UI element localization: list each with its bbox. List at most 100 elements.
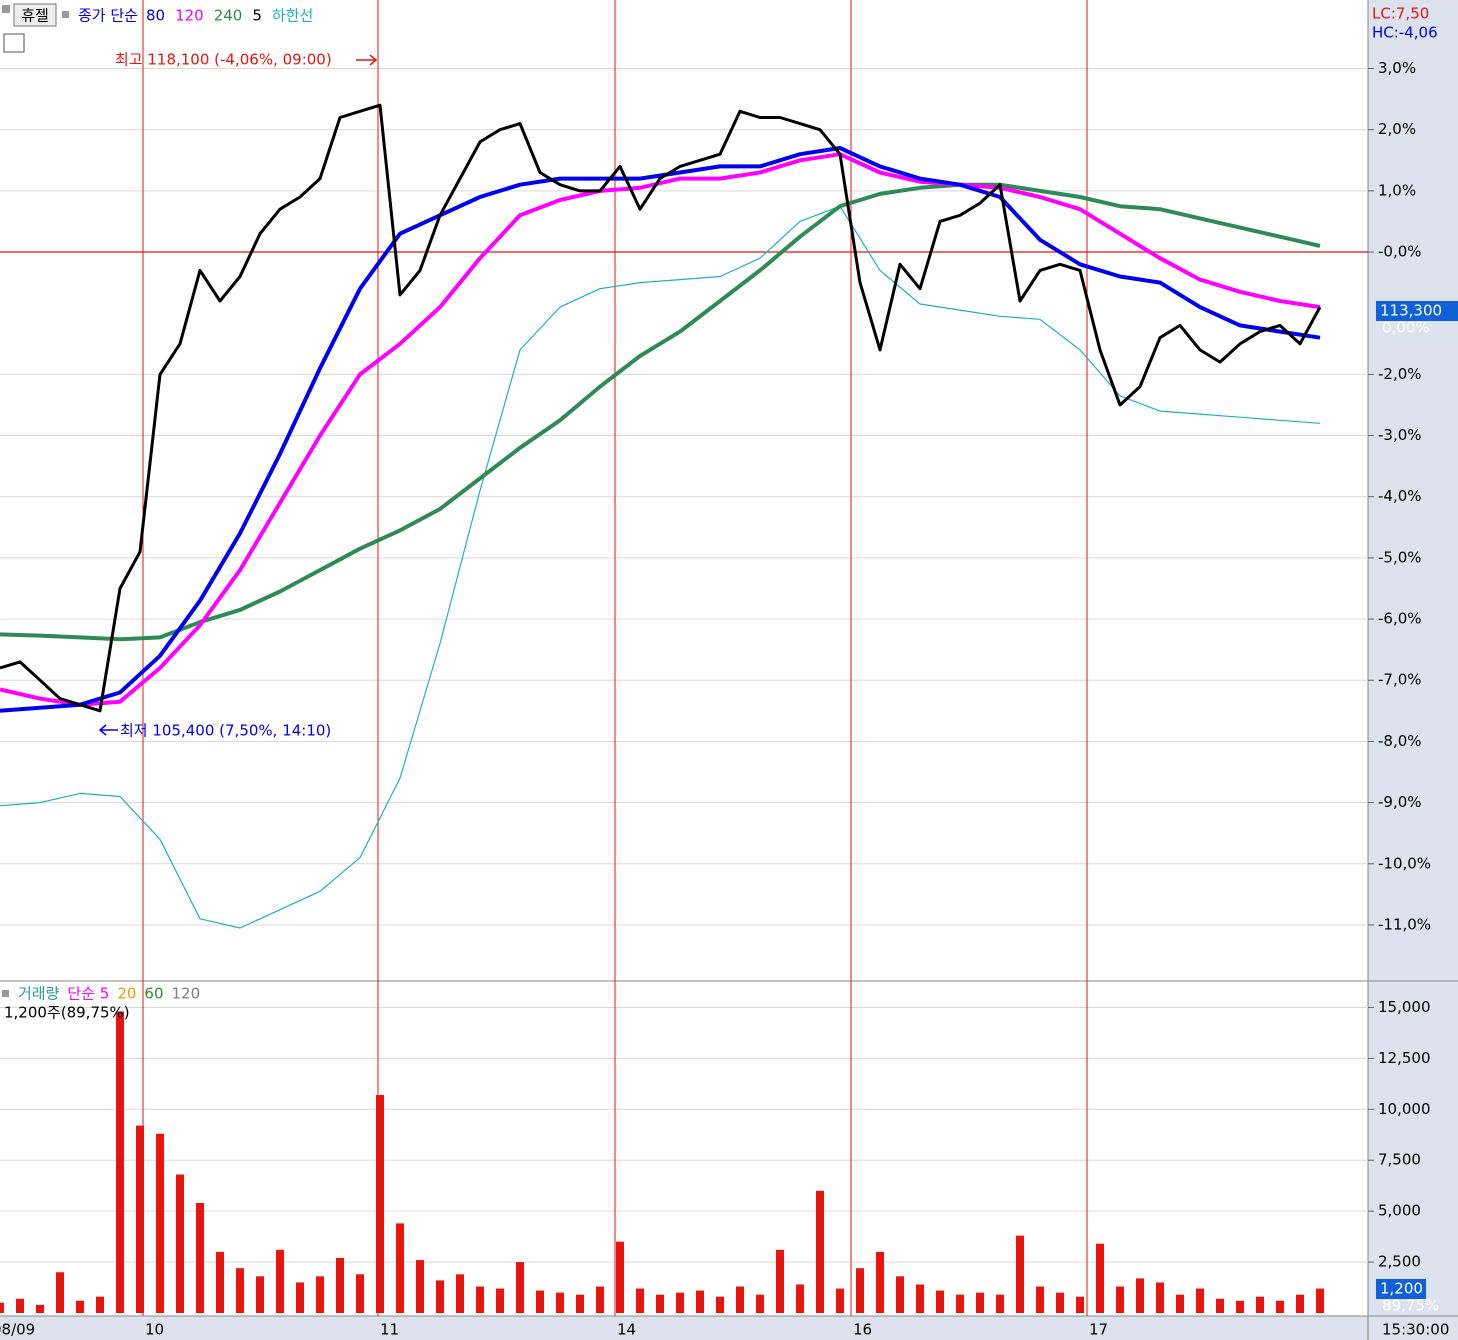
volume-bar: [1056, 1292, 1064, 1313]
volume-bar: [276, 1249, 284, 1313]
volume-bar: [156, 1133, 164, 1313]
volume-bar: [816, 1190, 824, 1313]
icon: [2, 5, 10, 13]
series-line: [0, 152, 1321, 707]
volume-bar: [796, 1284, 804, 1313]
volume-bar: [376, 1095, 384, 1313]
volume-bar: [1156, 1282, 1164, 1313]
volume-bar: [356, 1274, 364, 1313]
legend-entry: 단순 5: [67, 985, 109, 1003]
volume-bar: [556, 1292, 564, 1313]
volume-bar: [476, 1286, 484, 1313]
volume-bar: [136, 1125, 144, 1313]
volume-bar: [736, 1286, 744, 1313]
volume-bar: [0, 1302, 4, 1313]
last-volume-box: [1376, 1279, 1426, 1299]
volume-bar: [936, 1290, 944, 1313]
volume-bar: [1276, 1300, 1284, 1313]
series-line: [0, 182, 1321, 642]
volume-bar: [676, 1292, 684, 1313]
volume-bar: [1036, 1286, 1044, 1313]
legend-entry: 5: [252, 7, 262, 25]
series-line: [0, 146, 1321, 713]
volume-bar: [256, 1276, 264, 1313]
volume-bar: [496, 1288, 504, 1313]
volume-bar: [456, 1274, 464, 1313]
volume-bar: [1176, 1294, 1184, 1313]
volume-bar: [1236, 1300, 1244, 1313]
last-price-box: [1376, 301, 1458, 321]
grid: [0, 0, 1368, 1316]
volume-bar: [116, 1011, 124, 1313]
volume-bar: [636, 1288, 644, 1313]
symbol-button[interactable]: [13, 3, 57, 27]
volume-bar: [596, 1286, 604, 1313]
table-icon[interactable]: [3, 33, 25, 53]
volume-bar: [316, 1276, 324, 1313]
legend-entry: 60: [144, 985, 163, 1003]
last-volume: 1,200: [1380, 1280, 1423, 1298]
legend-entry: 하한선: [272, 7, 313, 25]
volume-bar: [756, 1294, 764, 1313]
y-tick-label: -6,0%: [1378, 610, 1422, 628]
volume-bar: [1096, 1243, 1104, 1313]
axis-panel: [1368, 0, 1458, 1340]
volume-bar: [36, 1304, 44, 1313]
volume-bar: [336, 1258, 344, 1313]
volume-bar: [16, 1298, 24, 1313]
volume-bar: [876, 1251, 884, 1313]
volume-bar: [76, 1300, 84, 1313]
y-tick-label: -4,0%: [1378, 487, 1422, 505]
volume-note: 1,200주(89,75%): [4, 1004, 130, 1022]
volume-bar: [536, 1290, 544, 1313]
volume-bar: [176, 1174, 184, 1313]
volume-bar: [696, 1290, 704, 1313]
volume-bar: [1216, 1298, 1224, 1313]
volume-bar: [996, 1294, 1004, 1313]
low-annotation: 최저 105,400 (7,50%, 14:10): [120, 722, 331, 740]
marks: [0, 103, 1324, 1313]
x-tick-label: 08/09: [0, 1321, 35, 1339]
volume-bar: [576, 1294, 584, 1313]
volume-bar: [656, 1294, 664, 1313]
volume-bar: [896, 1276, 904, 1313]
low-arrow: [98, 724, 118, 736]
volume-bar: [436, 1280, 444, 1313]
volume-bar: [956, 1294, 964, 1313]
icon: [2, 990, 9, 997]
series-line: [0, 205, 1321, 929]
legend-entry: 120: [172, 985, 201, 1003]
y-tick-label: -0,0%: [1378, 243, 1422, 261]
volume-bar: [976, 1292, 984, 1313]
volume-bar: [96, 1296, 104, 1313]
y-tick-label: -9,0%: [1378, 793, 1422, 811]
volume-bar: [56, 1272, 64, 1313]
y-tick-label: 1,0%: [1378, 181, 1416, 199]
y-tick-label: 7,500: [1378, 1151, 1421, 1169]
volume-bar: [516, 1262, 524, 1313]
y-tick-label: 15,000: [1378, 998, 1431, 1016]
x-tick-label: 16: [853, 1321, 872, 1339]
volume-bar: [1256, 1296, 1264, 1313]
volume-bar: [856, 1268, 864, 1313]
y-tick-label: -7,0%: [1378, 671, 1422, 689]
volume-bar: [236, 1268, 244, 1313]
volume-bar: [616, 1241, 624, 1313]
legend-entry: 20: [117, 985, 136, 1003]
x-tick-label: 17: [1089, 1321, 1108, 1339]
high-arrow: [356, 54, 378, 66]
legend-entry: 거래량: [18, 985, 60, 1003]
y-tick-label: 10,000: [1378, 1100, 1431, 1118]
volume-bar: [1076, 1296, 1084, 1313]
volume-bar: [1196, 1288, 1204, 1313]
lc-label: LC:7,50: [1372, 5, 1429, 23]
volume-bar: [836, 1288, 844, 1313]
x-tick-label: 11: [380, 1321, 399, 1339]
y-tick-label: -3,0%: [1378, 426, 1422, 444]
y-tick-label: 12,500: [1378, 1049, 1431, 1067]
last-change: 0,00%: [1382, 319, 1430, 337]
legend-entry: 120: [175, 7, 204, 25]
symbol[interactable]: 휴젤: [21, 7, 49, 25]
